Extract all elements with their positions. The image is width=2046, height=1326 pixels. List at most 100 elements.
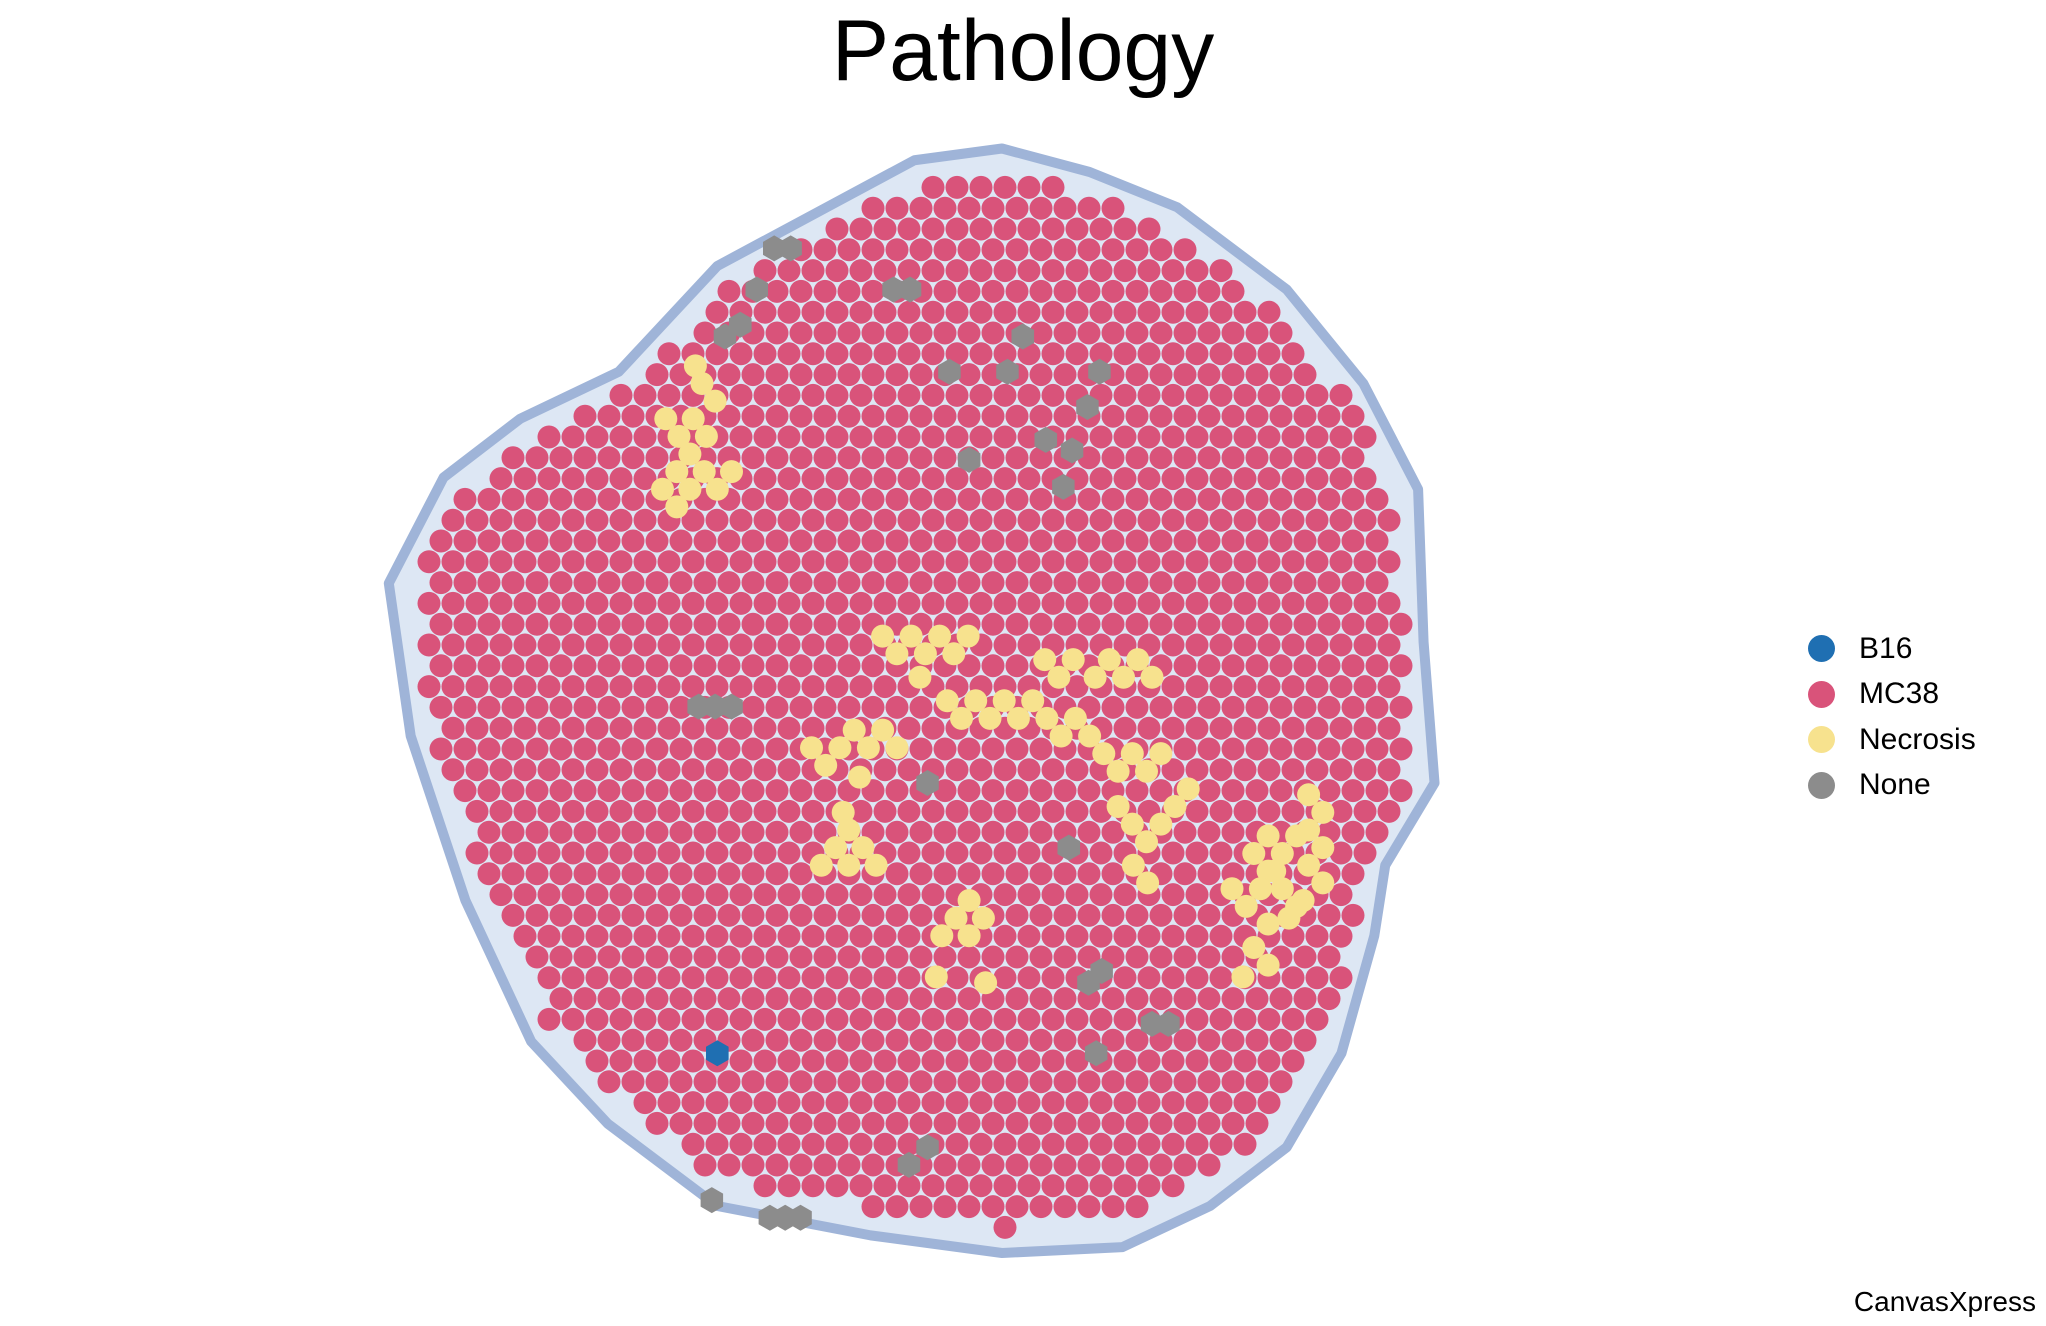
mc38-spot[interactable] — [861, 321, 885, 345]
mc38-spot[interactable] — [1329, 841, 1353, 865]
mc38-spot[interactable] — [645, 820, 669, 844]
mc38-spot[interactable] — [1185, 966, 1209, 990]
necrosis-spot[interactable] — [1021, 689, 1045, 713]
mc38-spot[interactable] — [441, 508, 465, 532]
mc38-spot[interactable] — [1281, 758, 1305, 782]
mc38-spot[interactable] — [1029, 363, 1053, 387]
mc38-spot[interactable] — [705, 508, 729, 532]
mc38-spot[interactable] — [1233, 675, 1257, 699]
mc38-spot[interactable] — [753, 1132, 777, 1156]
necrosis-spot[interactable] — [1149, 742, 1173, 766]
none-spot[interactable] — [1057, 834, 1081, 861]
mc38-spot[interactable] — [1089, 1174, 1113, 1198]
mc38-spot[interactable] — [1005, 196, 1029, 220]
mc38-spot[interactable] — [969, 1091, 993, 1115]
mc38-spot[interactable] — [813, 945, 837, 969]
mc38-spot[interactable] — [813, 238, 837, 262]
necrosis-spot[interactable] — [971, 906, 995, 930]
mc38-spot[interactable] — [1233, 342, 1257, 366]
mc38-spot[interactable] — [1245, 779, 1269, 803]
mc38-spot[interactable] — [717, 862, 741, 886]
mc38-spot[interactable] — [1209, 841, 1233, 865]
mc38-spot[interactable] — [561, 841, 585, 865]
mc38-spot[interactable] — [825, 1049, 849, 1073]
mc38-spot[interactable] — [837, 654, 861, 678]
mc38-spot[interactable] — [585, 633, 609, 657]
mc38-spot[interactable] — [1377, 758, 1401, 782]
mc38-spot[interactable] — [1341, 903, 1365, 927]
mc38-spot[interactable] — [1221, 737, 1245, 761]
mc38-spot[interactable] — [501, 529, 525, 553]
mc38-spot[interactable] — [465, 675, 489, 699]
mc38-spot[interactable] — [657, 591, 681, 615]
mc38-spot[interactable] — [753, 633, 777, 657]
mc38-spot[interactable] — [585, 425, 609, 449]
mc38-spot[interactable] — [885, 363, 909, 387]
mc38-spot[interactable] — [537, 467, 561, 491]
mc38-spot[interactable] — [873, 1091, 897, 1115]
mc38-spot[interactable] — [777, 467, 801, 491]
mc38-spot[interactable] — [837, 363, 861, 387]
mc38-spot[interactable] — [1209, 966, 1233, 990]
necrosis-spot[interactable] — [1121, 853, 1145, 877]
mc38-spot[interactable] — [1233, 799, 1257, 823]
mc38-spot[interactable] — [645, 1070, 669, 1094]
mc38-spot[interactable] — [1317, 612, 1341, 636]
necrosis-spot[interactable] — [814, 753, 838, 777]
mc38-spot[interactable] — [1053, 612, 1077, 636]
mc38-spot[interactable] — [1185, 591, 1209, 615]
mc38-spot[interactable] — [1245, 446, 1269, 470]
mc38-spot[interactable] — [837, 404, 861, 428]
mc38-spot[interactable] — [981, 196, 1005, 220]
mc38-spot[interactable] — [549, 571, 573, 595]
mc38-spot[interactable] — [453, 654, 477, 678]
mc38-spot[interactable] — [1293, 363, 1317, 387]
mc38-spot[interactable] — [933, 529, 957, 553]
mc38-spot[interactable] — [777, 550, 801, 574]
mc38-spot[interactable] — [1281, 383, 1305, 407]
mc38-spot[interactable] — [1245, 695, 1269, 719]
mc38-spot[interactable] — [1197, 1028, 1221, 1052]
mc38-spot[interactable] — [1017, 300, 1041, 324]
mc38-spot[interactable] — [705, 758, 729, 782]
none-spot[interactable] — [789, 1204, 812, 1231]
necrosis-spot[interactable] — [1234, 894, 1258, 918]
mc38-spot[interactable] — [681, 883, 705, 907]
mc38-spot[interactable] — [909, 571, 933, 595]
mc38-spot[interactable] — [1257, 508, 1281, 532]
mc38-spot[interactable] — [669, 654, 693, 678]
mc38-spot[interactable] — [1365, 820, 1389, 844]
mc38-spot[interactable] — [1113, 1132, 1137, 1156]
mc38-spot[interactable] — [645, 1028, 669, 1052]
mc38-spot[interactable] — [717, 1153, 741, 1177]
mc38-spot[interactable] — [1197, 654, 1221, 678]
mc38-spot[interactable] — [861, 987, 885, 1011]
mc38-spot[interactable] — [1365, 529, 1389, 553]
mc38-spot[interactable] — [1353, 675, 1377, 699]
mc38-spot[interactable] — [1053, 196, 1077, 220]
mc38-spot[interactable] — [765, 321, 789, 345]
mc38-spot[interactable] — [573, 612, 597, 636]
necrosis-spot[interactable] — [678, 477, 702, 501]
mc38-spot[interactable] — [921, 841, 945, 865]
mc38-spot[interactable] — [669, 820, 693, 844]
mc38-spot[interactable] — [561, 966, 585, 990]
mc38-spot[interactable] — [1353, 799, 1377, 823]
mc38-spot[interactable] — [921, 591, 945, 615]
mc38-spot[interactable] — [753, 1007, 777, 1031]
mc38-spot[interactable] — [657, 883, 681, 907]
mc38-spot[interactable] — [717, 1111, 741, 1135]
mc38-spot[interactable] — [1329, 508, 1353, 532]
mc38-spot[interactable] — [705, 841, 729, 865]
mc38-spot[interactable] — [453, 737, 477, 761]
mc38-spot[interactable] — [1209, 716, 1233, 740]
mc38-spot[interactable] — [1125, 1195, 1149, 1219]
mc38-spot[interactable] — [873, 259, 897, 283]
mc38-spot[interactable] — [1149, 487, 1173, 511]
mc38-spot[interactable] — [969, 425, 993, 449]
necrosis-spot[interactable] — [1256, 912, 1280, 936]
mc38-spot[interactable] — [741, 779, 765, 803]
mc38-spot[interactable] — [633, 799, 657, 823]
mc38-spot[interactable] — [597, 987, 621, 1011]
mc38-spot[interactable] — [585, 841, 609, 865]
